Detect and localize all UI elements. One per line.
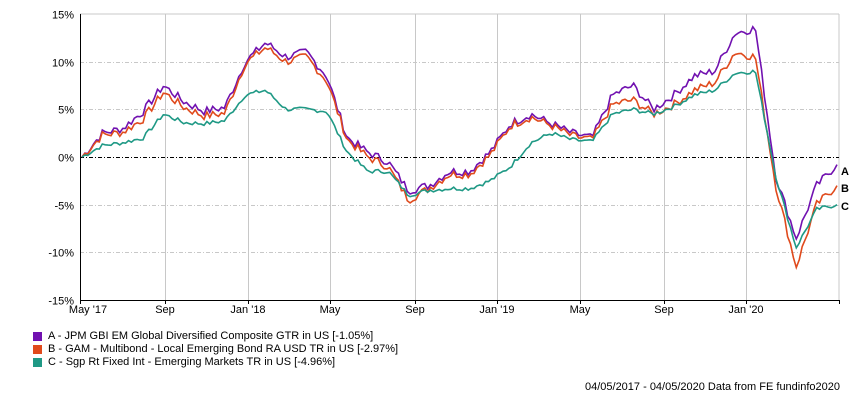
- y-axis-ticks: 15% 10% 5% 0% -5% -10% -15%: [48, 10, 74, 308]
- y-tick-label: -10%: [48, 248, 74, 260]
- x-tick-label: Sep: [155, 304, 175, 316]
- y-tick-label: 10%: [52, 58, 74, 70]
- series-lines: [81, 25, 838, 271]
- end-label-a: A: [841, 166, 849, 178]
- series-line-b: [81, 46, 838, 271]
- end-label-b: B: [841, 183, 849, 195]
- data-source-footer: 04/05/2017 - 04/05/2020 Data from FE fun…: [584, 381, 840, 393]
- legend-item-b: B - GAM - Multibond - Local Emerging Bon…: [33, 343, 398, 356]
- y-tick-label: 0%: [58, 153, 74, 165]
- series-line-c: [81, 69, 838, 250]
- line-chart: 15%10%5%0%-5%-10%-15% May '17 Sep Jan '18 M…: [48, 10, 849, 317]
- y-tick-label: 5%: [58, 105, 74, 117]
- x-tick-label: Sep: [654, 304, 674, 316]
- legend-label-b: B - GAM - Multibond - Local Emerging Bon…: [48, 343, 399, 355]
- series-end-labels: ABC: [841, 166, 849, 213]
- y-tick-label: -5%: [54, 201, 74, 213]
- x-tick-label: Jan '19: [479, 304, 514, 316]
- end-label-c: C: [841, 201, 849, 213]
- y-tick-label: 15%: [52, 10, 74, 22]
- x-tick-label: May '17: [69, 304, 107, 316]
- legend-label-c: C - Sgp Rt Fixed Int - Emerging Markets …: [48, 356, 336, 368]
- legend-label-a: A - JPM GBI EM Global Diversified Compos…: [48, 330, 374, 342]
- grid: [80, 13, 840, 304]
- legend: A - JPM GBI EM Global Diversified Compos…: [33, 330, 398, 369]
- legend-swatch-a: [33, 332, 42, 341]
- legend-item-a: A - JPM GBI EM Global Diversified Compos…: [33, 330, 398, 343]
- legend-swatch-b: [33, 345, 42, 354]
- legend-item-c: C - Sgp Rt Fixed Int - Emerging Markets …: [33, 356, 398, 369]
- x-axis-ticks: May '17 Sep Jan '18 May Sep Jan '19 May Sep Jan …: [69, 304, 764, 316]
- x-tick-label: May: [570, 304, 591, 316]
- x-tick-label: Sep: [405, 304, 425, 316]
- x-tick-label: Jan '20: [728, 304, 763, 316]
- legend-swatch-c: [33, 358, 42, 367]
- x-tick-label: May: [320, 304, 341, 316]
- series-line-a: [81, 25, 838, 242]
- y-tick-label: -15%: [48, 296, 74, 308]
- x-tick-label: Jan '18: [230, 304, 265, 316]
